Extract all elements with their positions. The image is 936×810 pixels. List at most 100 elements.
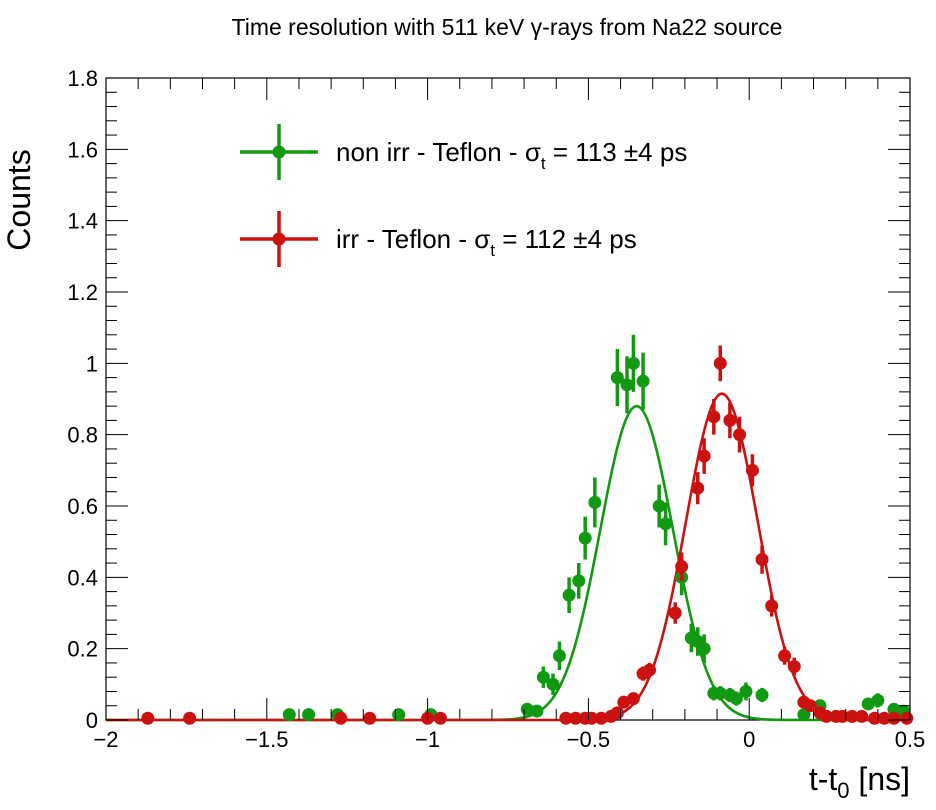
data-point bbox=[620, 378, 634, 392]
data-point bbox=[183, 711, 197, 725]
data-point bbox=[755, 688, 769, 702]
data-point bbox=[594, 711, 608, 725]
data-point bbox=[659, 517, 673, 531]
y-tick-label: 1.8 bbox=[67, 66, 98, 91]
data-point bbox=[643, 663, 657, 677]
legend-label-suffix: = 113 ±4 ps bbox=[546, 137, 688, 167]
data-point bbox=[668, 606, 682, 620]
fit-curve bbox=[106, 392, 910, 722]
x-tick-labels: −2 −1.5 −1 −0.5 0 0.5 bbox=[93, 727, 925, 752]
data-point bbox=[778, 649, 792, 663]
legend-marker bbox=[272, 145, 286, 159]
data-point bbox=[765, 599, 779, 613]
data-point bbox=[819, 709, 833, 723]
x-axis-label-subscript: 0 bbox=[837, 778, 849, 803]
x-tick-label: 0.5 bbox=[895, 727, 926, 752]
data-point bbox=[636, 374, 650, 388]
legend-label-sigma: σ bbox=[474, 224, 490, 254]
data-point bbox=[334, 711, 348, 725]
data-point bbox=[588, 495, 602, 509]
y-tick-label: 1.4 bbox=[67, 209, 98, 234]
legend-label-subscript: t bbox=[490, 241, 495, 260]
data-point bbox=[141, 711, 155, 725]
chart-title: Time resolution with 511 keV γ-rays from… bbox=[232, 14, 783, 40]
legend-marker bbox=[272, 232, 286, 246]
legend-label-suffix: = 112 ±4 ps bbox=[495, 224, 637, 254]
y-axis-label: Counts bbox=[1, 149, 37, 250]
data-point bbox=[626, 356, 640, 370]
data-point bbox=[845, 709, 859, 723]
legend-label: non irr - Teflon - σt = 113 ±4 ps bbox=[336, 137, 687, 173]
y-tick-label: 1.6 bbox=[67, 137, 98, 162]
legend-label: irr - Teflon - σt = 112 ±4 ps bbox=[336, 224, 637, 260]
data-point bbox=[559, 711, 573, 725]
y-tick-labels: 0 0.2 0.4 0.6 0.8 1 1.2 1.4 1.6 1.8 bbox=[67, 66, 98, 733]
data-point bbox=[569, 711, 583, 725]
data-point bbox=[691, 481, 705, 495]
data-point bbox=[707, 410, 721, 424]
data-point bbox=[282, 708, 296, 722]
y-tick-label: 0.8 bbox=[67, 423, 98, 448]
data-point bbox=[803, 699, 817, 713]
data-point bbox=[713, 686, 727, 700]
data-point bbox=[562, 588, 576, 602]
fit-curve bbox=[106, 404, 910, 722]
data-point bbox=[433, 711, 447, 725]
y-tick-label: 0.4 bbox=[67, 565, 98, 590]
data-point bbox=[900, 711, 914, 725]
x-axis-label-unit-text: [ns] bbox=[858, 761, 910, 797]
data-point bbox=[723, 413, 737, 427]
data-point bbox=[652, 499, 666, 513]
y-tick-label: 0.6 bbox=[67, 494, 98, 519]
data-point bbox=[530, 704, 544, 718]
data-point bbox=[855, 709, 869, 723]
data-point bbox=[552, 649, 566, 663]
data-point bbox=[302, 708, 316, 722]
x-axis-label-unit bbox=[850, 761, 859, 797]
x-tick-label: −0.5 bbox=[567, 727, 610, 752]
data-point bbox=[572, 574, 586, 588]
plot-frame bbox=[105, 77, 911, 721]
x-axis-label: t-t0 [ns] bbox=[809, 761, 910, 803]
data-point bbox=[871, 693, 885, 707]
data-point bbox=[626, 692, 640, 706]
x-tick-label: −1.5 bbox=[245, 727, 288, 752]
data-point bbox=[729, 692, 743, 706]
data-point bbox=[578, 531, 592, 545]
data-point bbox=[733, 428, 747, 442]
legend-label-prefix: irr - Teflon - bbox=[336, 224, 474, 254]
legend-label-subscript: t bbox=[541, 154, 546, 173]
y-tick-label: 1.2 bbox=[67, 280, 98, 305]
data-point bbox=[713, 356, 727, 370]
legend-label-prefix: non irr - Teflon - bbox=[336, 137, 525, 167]
data-point bbox=[877, 711, 891, 725]
legend-label-sigma: σ bbox=[525, 137, 541, 167]
fit-curves bbox=[106, 392, 910, 722]
x-tick-label: −2 bbox=[93, 727, 118, 752]
data-point bbox=[610, 371, 624, 385]
data-point bbox=[363, 711, 377, 725]
x-axis-label-main: t-t bbox=[809, 761, 838, 797]
data-point bbox=[739, 684, 753, 698]
data-point bbox=[755, 553, 769, 566]
data-point bbox=[887, 702, 901, 716]
x-tick-label: 0 bbox=[743, 727, 755, 752]
y-tick-label: 1 bbox=[86, 351, 98, 376]
data-point bbox=[697, 642, 711, 656]
y-tick-label: 0 bbox=[86, 708, 98, 733]
data-point bbox=[392, 708, 406, 722]
data-point bbox=[546, 677, 560, 691]
axis-ticks bbox=[105, 77, 911, 721]
data-point bbox=[787, 660, 801, 673]
data-point bbox=[745, 463, 759, 477]
x-tick-label: −1 bbox=[415, 727, 440, 752]
data-markers bbox=[141, 334, 914, 725]
data-point bbox=[887, 711, 901, 725]
y-tick-label: 0.2 bbox=[67, 637, 98, 662]
data-point bbox=[675, 560, 689, 574]
data-point bbox=[697, 449, 711, 463]
data-point bbox=[536, 670, 550, 684]
